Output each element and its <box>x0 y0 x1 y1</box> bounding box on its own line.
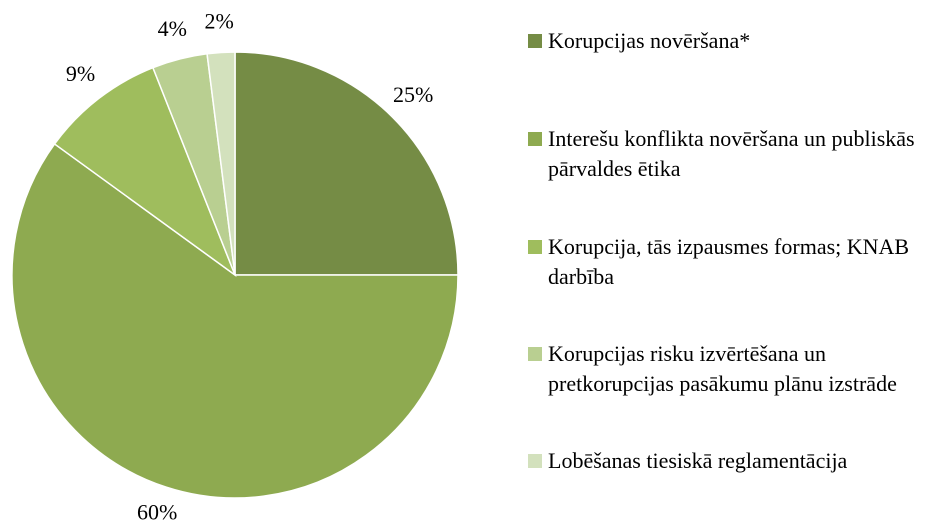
legend-entry: Interešu konflikta novēršana un publiskā… <box>528 124 938 184</box>
legend-label: Korupcija, tās izpausmes formas; KNAB da… <box>548 234 910 289</box>
legend-label: Korupcijas novēršana* <box>548 28 751 53</box>
legend-swatch <box>528 454 542 468</box>
legend-swatch <box>528 132 542 146</box>
pie-slice <box>206 51 236 276</box>
legend-entry: Korupcijas novēršana* <box>528 26 938 56</box>
legend-entry: Korupcija, tās izpausmes formas; KNAB da… <box>528 232 938 292</box>
data-label: 25% <box>393 82 433 107</box>
legend-swatch <box>528 347 542 361</box>
data-label: 60% <box>137 500 177 525</box>
pie-slice <box>53 66 237 278</box>
legend-label: Interešu konflikta novēršana un publiskā… <box>548 126 915 181</box>
legend-entry: Korupcijas risku izvērtēšana un pretkoru… <box>528 339 938 399</box>
legend-swatch <box>528 34 542 48</box>
pie-slice <box>11 142 459 499</box>
pie-slice <box>234 51 459 276</box>
data-label: 9% <box>66 61 95 86</box>
legend-swatch <box>528 240 542 254</box>
legend-label: Korupcijas risku izvērtēšana un pretkoru… <box>548 341 897 396</box>
data-label: 2% <box>205 9 234 34</box>
legend-entry: Lobēšanas tiesiskā reglamentācija <box>528 446 938 476</box>
data-label: 4% <box>158 16 187 41</box>
legend-label: Lobēšanas tiesiskā reglamentācija <box>548 448 848 473</box>
